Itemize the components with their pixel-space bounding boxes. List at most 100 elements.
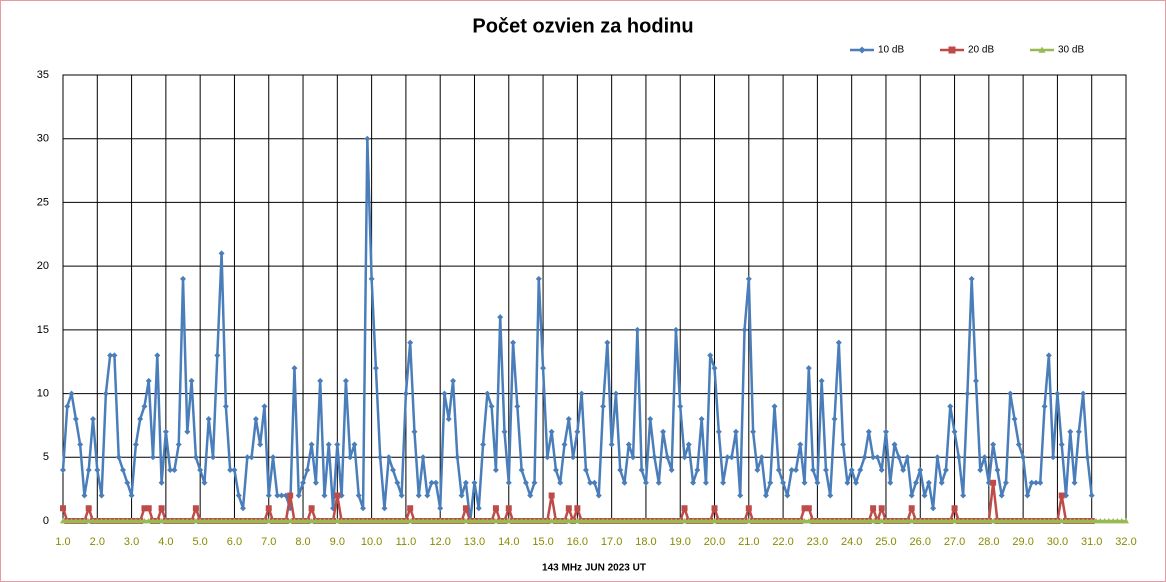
marker (951, 505, 958, 512)
marker (372, 518, 379, 524)
y-tick-label: 35 (37, 69, 49, 81)
marker (385, 518, 392, 524)
x-tick-label: 24.0 (841, 536, 862, 548)
marker (600, 518, 607, 524)
marker (231, 518, 238, 524)
marker (68, 390, 75, 397)
marker (124, 518, 131, 524)
marker (411, 428, 418, 435)
marker (162, 518, 169, 524)
marker (711, 505, 718, 512)
x-tick-label: 1.0 (55, 536, 70, 548)
marker (252, 518, 259, 524)
marker (565, 505, 572, 512)
marker (407, 339, 414, 346)
marker (218, 250, 225, 257)
x-tick-label: 7.0 (261, 536, 276, 548)
marker (1024, 518, 1031, 524)
marker (612, 518, 619, 524)
marker (312, 479, 319, 486)
marker (767, 479, 774, 486)
marker (1050, 454, 1057, 461)
marker (505, 518, 512, 524)
marker (822, 467, 829, 474)
marker (818, 377, 825, 384)
x-tick-label: 18.0 (635, 536, 656, 548)
marker (775, 467, 782, 474)
marker (68, 518, 75, 524)
marker (882, 518, 889, 524)
marker (728, 454, 735, 461)
marker (574, 505, 581, 512)
marker (642, 518, 649, 524)
marker (158, 518, 165, 524)
marker (900, 518, 907, 524)
marker (295, 492, 302, 499)
marker (150, 454, 157, 461)
marker (732, 518, 739, 524)
marker (60, 505, 66, 512)
marker (874, 454, 881, 461)
marker (947, 518, 954, 524)
marker (484, 390, 491, 397)
marker (1054, 390, 1061, 397)
marker (912, 518, 919, 524)
marker (158, 505, 165, 512)
marker (1075, 518, 1082, 524)
x-tick-label: 28.0 (978, 536, 999, 548)
marker (334, 492, 341, 499)
marker (424, 492, 431, 499)
marker (822, 518, 829, 524)
marker (835, 518, 842, 524)
marker (244, 454, 251, 461)
marker (960, 518, 967, 524)
x-tick-label: 15.0 (532, 536, 553, 548)
marker (304, 518, 311, 524)
marker (925, 479, 932, 486)
marker (458, 518, 465, 524)
marker (192, 505, 199, 512)
marker (690, 518, 697, 524)
marker (240, 505, 247, 512)
marker (968, 518, 975, 524)
marker (471, 479, 478, 486)
marker (342, 518, 349, 524)
marker (227, 518, 234, 524)
marker (390, 467, 397, 474)
marker (690, 479, 697, 486)
marker (535, 275, 542, 282)
marker (257, 441, 264, 448)
marker (672, 326, 679, 333)
x-tick-label: 6.0 (227, 536, 242, 548)
marker (154, 352, 161, 359)
marker (647, 518, 654, 524)
marker (385, 454, 392, 461)
marker (805, 518, 812, 524)
marker (1080, 390, 1087, 397)
marker (805, 365, 812, 372)
marker (347, 518, 354, 524)
marker (1071, 479, 1078, 486)
x-tick-label: 8.0 (295, 536, 310, 548)
marker (235, 518, 242, 524)
x-tick-label: 2.0 (90, 536, 105, 548)
x-tick-label: 25.0 (875, 536, 896, 548)
marker (222, 518, 229, 524)
marker (990, 441, 997, 448)
marker (865, 428, 872, 435)
marker (745, 505, 752, 512)
marker (205, 518, 212, 524)
marker (145, 377, 152, 384)
marker (660, 518, 667, 524)
marker (111, 518, 118, 524)
marker (484, 518, 491, 524)
marker (1101, 518, 1108, 524)
marker (527, 492, 534, 499)
marker (522, 518, 529, 524)
legend-label: 10 dB (878, 45, 904, 56)
y-tick-label: 30 (37, 133, 49, 145)
marker (480, 518, 487, 524)
marker (852, 518, 859, 524)
marker (977, 518, 984, 524)
marker (458, 492, 465, 499)
